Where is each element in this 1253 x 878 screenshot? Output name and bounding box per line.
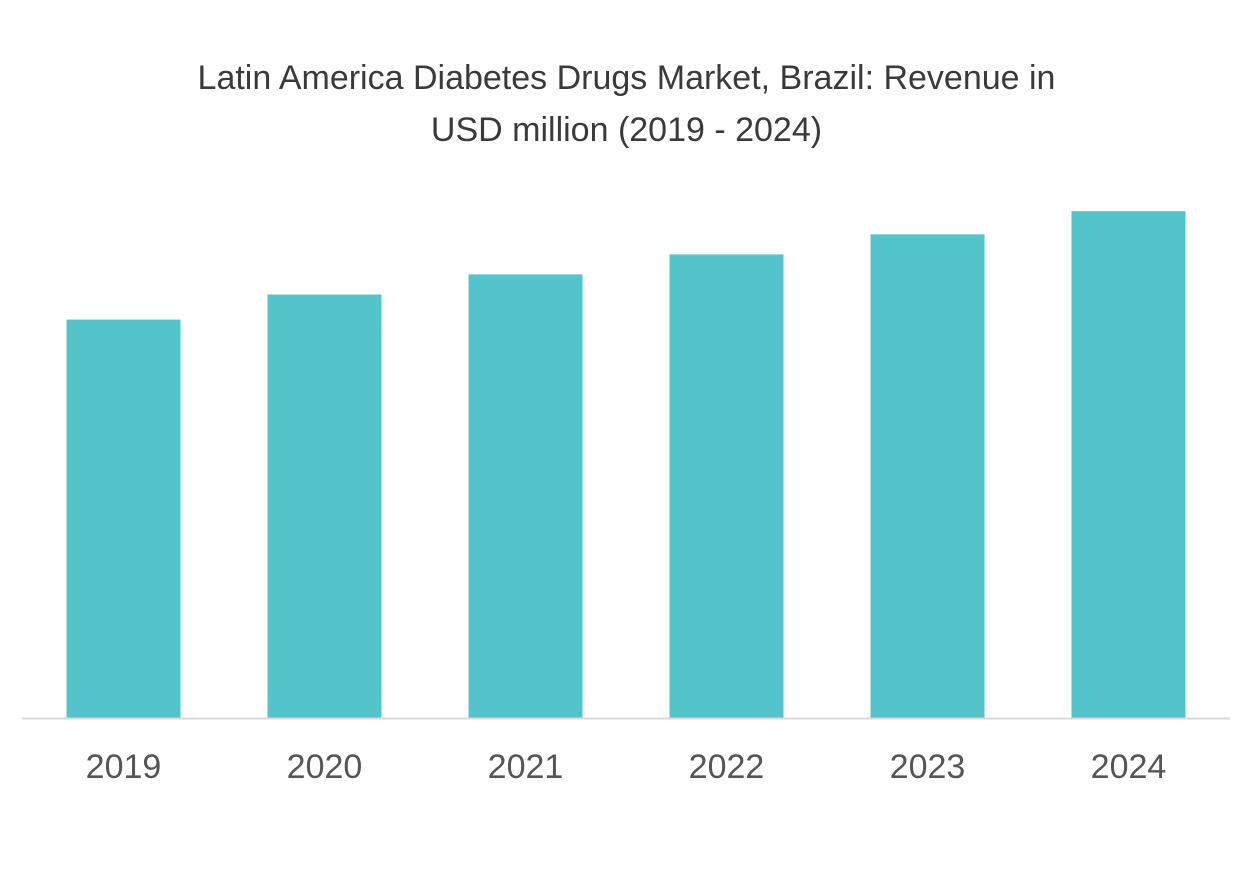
x-tick-label-2021: 2021 xyxy=(488,748,564,786)
x-tick-label-2020: 2020 xyxy=(287,748,363,786)
bar-2020 xyxy=(267,294,382,718)
bar-2022 xyxy=(669,254,784,718)
chart-title-line-1: Latin America Diabetes Drugs Market, Bra… xyxy=(197,59,1056,97)
bar-2024 xyxy=(1071,211,1186,718)
x-tick-label-2022: 2022 xyxy=(689,748,765,786)
chart-title-line-2: USD million (2019 - 2024) xyxy=(430,111,823,149)
x-tick-label-2023: 2023 xyxy=(890,748,966,786)
bars-group xyxy=(66,211,1186,719)
x-tick-labels: 2019 2020 2021 2022 2023 2024 xyxy=(86,748,1167,786)
bar-2023 xyxy=(870,234,985,719)
bar-2019 xyxy=(66,319,181,718)
x-tick-label-2024: 2024 xyxy=(1091,748,1167,786)
chart-title: Latin America Diabetes Drugs Market, Bra… xyxy=(0,52,1253,156)
bar-2021 xyxy=(468,274,583,718)
x-tick-label-2019: 2019 xyxy=(86,748,162,786)
